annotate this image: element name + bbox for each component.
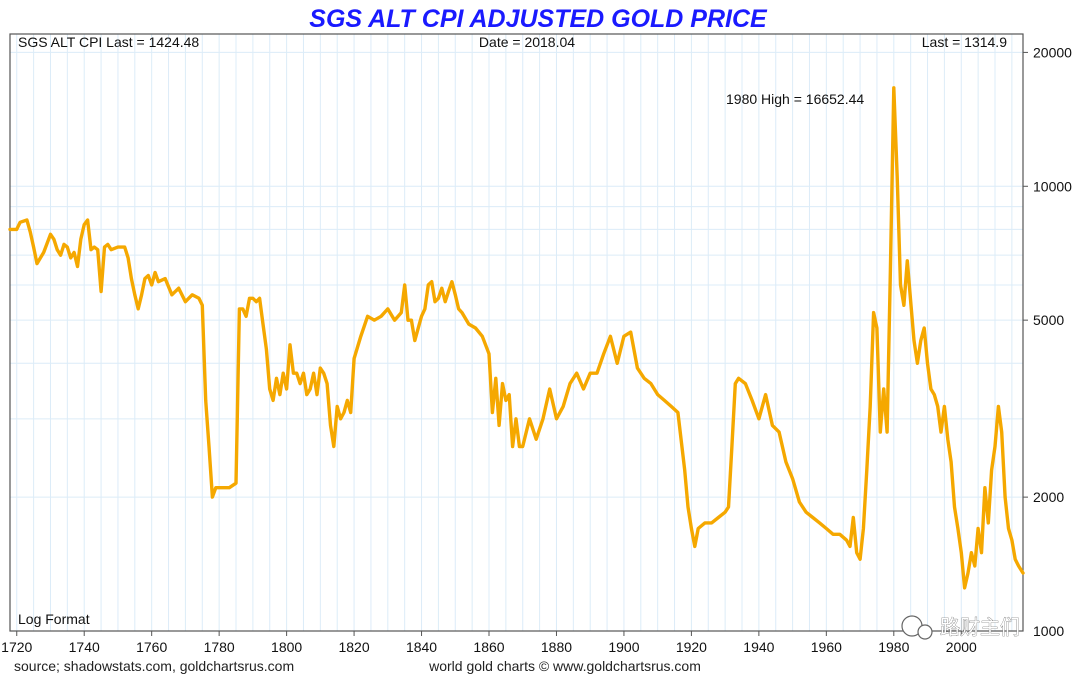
x-tick-label-1860: 1860 xyxy=(473,639,504,655)
x-tick-label-1820: 1820 xyxy=(338,639,369,655)
sgs-alt-cpi-last-label: SGS ALT CPI Last = 1424.48 xyxy=(18,34,199,50)
x-tick-label-1940: 1940 xyxy=(743,639,774,655)
x-tick-label-1760: 1760 xyxy=(136,639,167,655)
y-tick-label-5000: 5000 xyxy=(1033,312,1064,328)
x-tick-label-1780: 1780 xyxy=(204,639,235,655)
x-tick-label-1960: 1960 xyxy=(811,639,842,655)
y-tick-label-2000: 2000 xyxy=(1033,489,1064,505)
x-tick-label-1980: 1980 xyxy=(878,639,909,655)
y-axis: 2000 5000 10000 20000 1000 xyxy=(1023,44,1072,639)
x-tick-label-1840: 1840 xyxy=(406,639,437,655)
high-annotation: 1980 High = 16652.44 xyxy=(726,91,864,107)
credit-label: world gold charts © www.goldchartsrus.co… xyxy=(428,658,701,674)
log-format-label: Log Format xyxy=(18,611,90,627)
source-label: source; shadowstats.com, goldchartsrus.c… xyxy=(14,658,294,674)
x-tick-label-1720: 1720 xyxy=(1,639,32,655)
x-tick-label-2000: 2000 xyxy=(946,639,977,655)
x-tick-label-1920: 1920 xyxy=(676,639,707,655)
y-tick-label-1000: 1000 xyxy=(1033,623,1064,639)
x-tick-label-1880: 1880 xyxy=(541,639,572,655)
x-tick-label-1740: 1740 xyxy=(69,639,100,655)
date-label: Date = 2018.04 xyxy=(479,34,575,50)
watermark: 路财主们 xyxy=(901,615,1020,640)
series-layer xyxy=(8,86,1025,590)
y-tick-label-10000: 10000 xyxy=(1033,178,1072,194)
y-tick-label-20000: 20000 xyxy=(1033,44,1072,60)
grid-lines xyxy=(10,34,1023,632)
watermark-text: 路财主们 xyxy=(940,615,1020,639)
x-tick-label-1800: 1800 xyxy=(271,639,302,655)
last-price-label: Last = 1314.9 xyxy=(922,34,1007,50)
series-line-0 xyxy=(8,86,1025,590)
chart-title: SGS ALT CPI ADJUSTED GOLD PRICE xyxy=(309,5,768,33)
plot-frame xyxy=(9,33,1024,632)
x-axis: 1720 1740 1760 1780 1800 1820 1840 1860 1880 1900… xyxy=(1,631,977,655)
x-tick-label-1900: 1900 xyxy=(608,639,639,655)
chat-bubble-small-icon xyxy=(917,624,933,640)
